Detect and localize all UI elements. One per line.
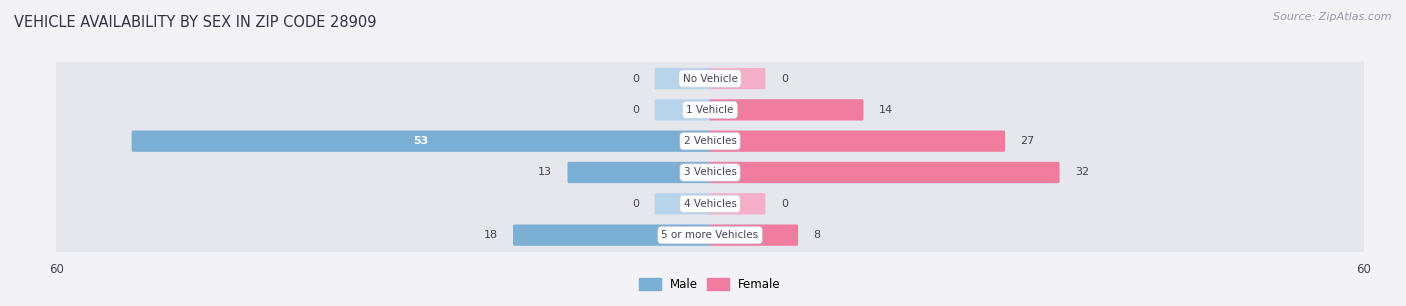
FancyBboxPatch shape: [32, 124, 1388, 158]
Text: VEHICLE AVAILABILITY BY SEX IN ZIP CODE 28909: VEHICLE AVAILABILITY BY SEX IN ZIP CODE …: [14, 15, 377, 30]
FancyBboxPatch shape: [32, 187, 1388, 221]
FancyBboxPatch shape: [655, 68, 711, 89]
FancyBboxPatch shape: [709, 99, 863, 121]
Legend: Male, Female: Male, Female: [634, 273, 786, 296]
FancyBboxPatch shape: [32, 93, 1388, 127]
Text: 1 Vehicle: 1 Vehicle: [686, 105, 734, 115]
FancyBboxPatch shape: [655, 99, 711, 121]
Text: 8: 8: [814, 230, 821, 240]
FancyBboxPatch shape: [709, 162, 1060, 183]
Text: 0: 0: [633, 73, 640, 84]
FancyBboxPatch shape: [709, 131, 1005, 152]
FancyBboxPatch shape: [568, 162, 711, 183]
Text: 13: 13: [538, 167, 553, 177]
Text: 2 Vehicles: 2 Vehicles: [683, 136, 737, 146]
FancyBboxPatch shape: [132, 131, 711, 152]
FancyBboxPatch shape: [32, 62, 1388, 95]
Text: 27: 27: [1021, 136, 1035, 146]
FancyBboxPatch shape: [32, 218, 1388, 252]
Text: 0: 0: [780, 199, 787, 209]
Text: 0: 0: [780, 73, 787, 84]
Text: 14: 14: [879, 105, 893, 115]
Text: 0: 0: [633, 105, 640, 115]
Text: 0: 0: [633, 199, 640, 209]
FancyBboxPatch shape: [709, 193, 765, 215]
Text: 5 or more Vehicles: 5 or more Vehicles: [661, 230, 759, 240]
Text: 32: 32: [1076, 167, 1090, 177]
Text: 3 Vehicles: 3 Vehicles: [683, 167, 737, 177]
FancyBboxPatch shape: [709, 68, 765, 89]
Text: 4 Vehicles: 4 Vehicles: [683, 199, 737, 209]
Text: 18: 18: [484, 230, 498, 240]
Text: No Vehicle: No Vehicle: [682, 73, 738, 84]
Text: Source: ZipAtlas.com: Source: ZipAtlas.com: [1274, 12, 1392, 22]
FancyBboxPatch shape: [513, 225, 711, 246]
Text: 53: 53: [413, 136, 429, 146]
FancyBboxPatch shape: [655, 193, 711, 215]
FancyBboxPatch shape: [32, 155, 1388, 189]
FancyBboxPatch shape: [709, 225, 799, 246]
